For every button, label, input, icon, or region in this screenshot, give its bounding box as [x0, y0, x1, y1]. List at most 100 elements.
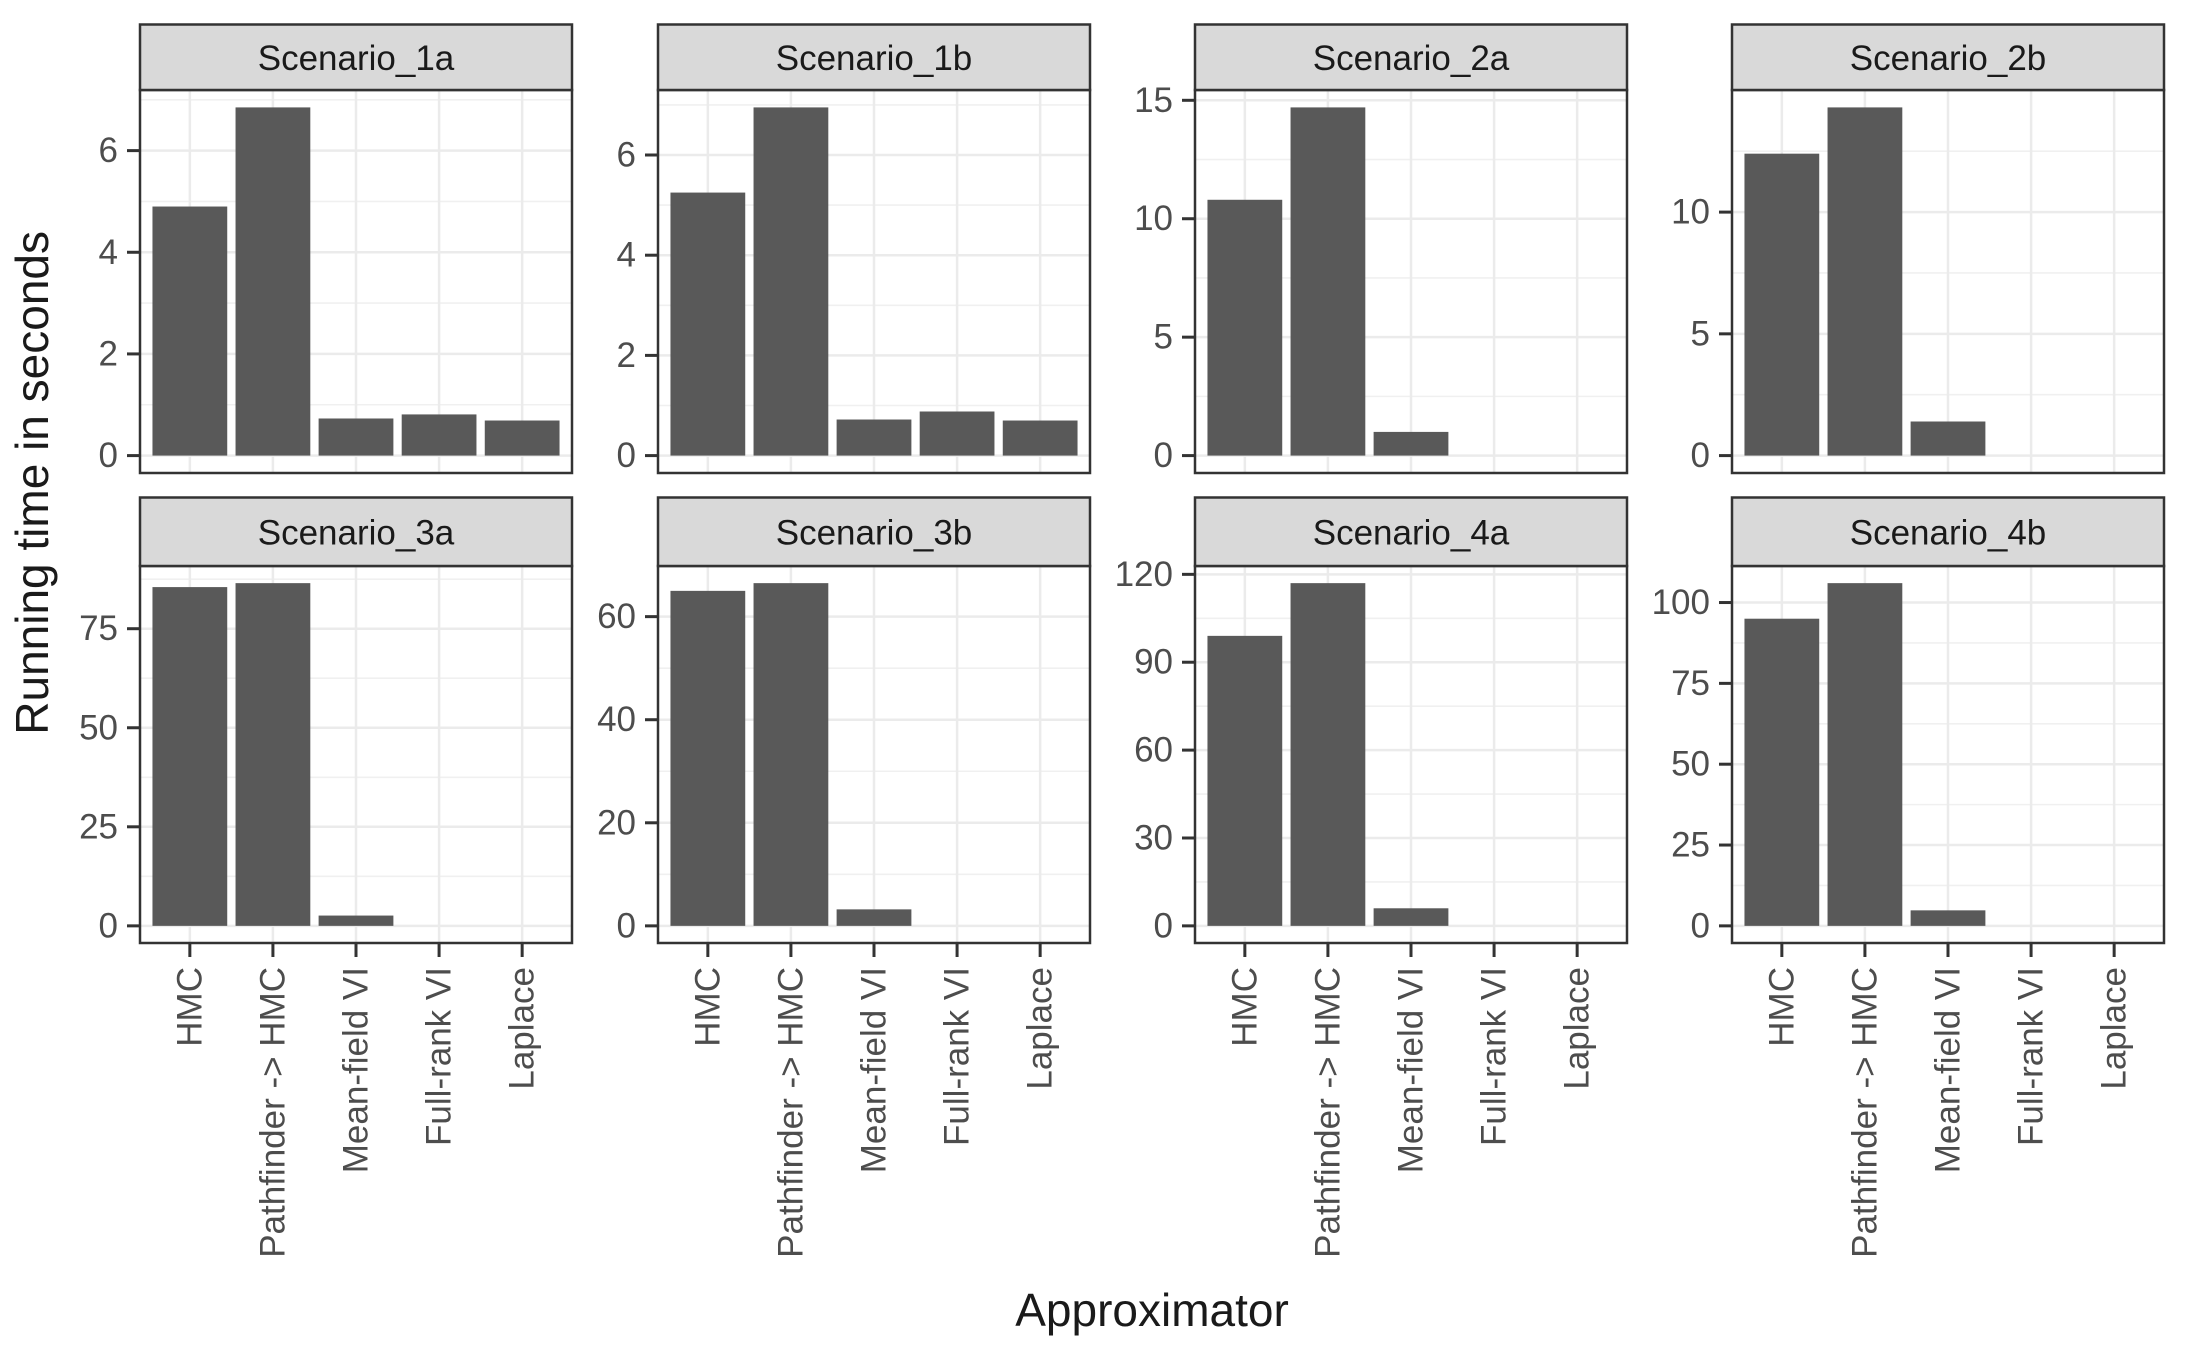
bar-full-rank-vi — [401, 414, 477, 456]
bar-laplace — [1002, 420, 1078, 456]
facet-strip-label: Scenario_2b — [1850, 39, 2047, 78]
bar-mean-field-vi — [1373, 908, 1449, 926]
facet-strip-label: Scenario_3a — [258, 514, 455, 553]
x-tick-label: Pathfinder -> HMC — [253, 967, 292, 1258]
x-tick-label: Mean-field VI — [855, 967, 894, 1173]
x-tick-label: HMC — [688, 967, 727, 1047]
x-tick-label: Mean-field VI — [1392, 967, 1431, 1173]
y-tick-label: 0 — [99, 906, 118, 945]
y-tick-label: 6 — [99, 131, 118, 170]
y-tick-label: 100 — [1652, 583, 1710, 622]
x-tick-label: Laplace — [2095, 967, 2134, 1090]
bar-hmc — [670, 192, 746, 456]
bar-pathfinder-hmc — [1827, 107, 1903, 456]
bar-hmc — [152, 587, 228, 926]
bar-hmc — [1207, 199, 1283, 456]
bar-hmc — [152, 206, 228, 456]
bar-mean-field-vi — [318, 915, 394, 926]
x-axis-labels: HMC Pathfinder -> HMC Mean-field VI Full-ra… — [170, 967, 2134, 1258]
bar-pathfinder-hmc — [235, 107, 311, 456]
bar-pathfinder-hmc — [1827, 583, 1903, 926]
y-axis-title-wrap: Running time in seconds — [0, 23, 64, 943]
x-tick-label: HMC — [170, 967, 209, 1047]
bar-pathfinder-hmc — [753, 583, 829, 926]
y-tick-label: 0 — [99, 436, 118, 475]
y-tick-label: 50 — [79, 708, 118, 747]
x-tick-label: Laplace — [1558, 967, 1597, 1090]
bar-hmc — [1744, 153, 1820, 456]
bar-mean-field-vi — [836, 909, 912, 926]
facet-strip-label: Scenario_2a — [1313, 39, 1510, 78]
bar-mean-field-vi — [1373, 431, 1449, 456]
y-tick-label: 120 — [1115, 555, 1173, 594]
y-tick-label: 6 — [617, 136, 636, 175]
x-tick-label: Mean-field VI — [337, 967, 376, 1173]
x-tick-label: Full-rank VI — [2012, 967, 2051, 1146]
bar-pathfinder-hmc — [1290, 583, 1366, 926]
y-tick-label: 4 — [99, 233, 118, 272]
x-axis-title: Approximator — [1015, 1284, 1289, 1336]
y-tick-label: 75 — [1671, 664, 1710, 703]
facet-strip-label: Scenario_1b — [776, 39, 973, 78]
bar-laplace — [484, 420, 560, 456]
y-tick-label: 25 — [79, 807, 118, 846]
y-tick-label: 40 — [597, 700, 636, 739]
y-tick-label: 4 — [617, 236, 636, 275]
y-axis-title: Running time in seconds — [6, 231, 58, 735]
x-tick-label: Laplace — [1021, 967, 1060, 1090]
bar-pathfinder-hmc — [753, 107, 829, 456]
y-tick-label: 10 — [1671, 193, 1710, 232]
facet-strip — [1730, 23, 2166, 92]
facet-strip-label: Scenario_1a — [258, 39, 455, 78]
facet-scenario_1b: Scenario_1b 0 2 4 6 — [617, 23, 1092, 475]
y-tick-label: 15 — [1134, 81, 1173, 120]
y-tick-label: 60 — [597, 597, 636, 636]
x-tick-label: Full-rank VI — [938, 967, 977, 1146]
y-tick-label: 90 — [1134, 643, 1173, 682]
x-tick-label: Full-rank VI — [420, 967, 459, 1146]
bar-mean-field-vi — [1910, 910, 1986, 926]
y-tick-label: 0 — [1691, 906, 1710, 945]
facet-strip — [138, 496, 574, 568]
facet-strip-label: Scenario_3b — [776, 514, 973, 553]
facet-strip — [656, 496, 1092, 568]
facet-strip — [1193, 496, 1629, 568]
x-tick-label: Pathfinder -> HMC — [771, 967, 810, 1258]
facet-scenario_2b: Scenario_2b 0 5 10 — [1671, 23, 2166, 475]
x-tick-label: Pathfinder -> HMC — [1308, 967, 1347, 1258]
x-tick-label: HMC — [1762, 967, 1801, 1047]
facet-scenario_2a: Scenario_2a 0 5 10 15 — [1134, 23, 1629, 475]
y-tick-label: 0 — [1154, 906, 1173, 945]
y-tick-label: 20 — [597, 803, 636, 842]
bar-pathfinder-hmc — [235, 583, 311, 926]
y-tick-label: 25 — [1671, 826, 1710, 865]
bar-pathfinder-hmc — [1290, 107, 1366, 456]
y-tick-label: 0 — [617, 436, 636, 475]
y-tick-label: 0 — [1154, 436, 1173, 475]
facet-strip — [656, 23, 1092, 92]
facet-scenario_3a: Scenario_3a 0 25 50 75 — [79, 496, 574, 957]
facet-strip — [1730, 496, 2166, 568]
y-tick-label: 60 — [1134, 731, 1173, 770]
y-tick-label: 0 — [617, 906, 636, 945]
bar-mean-field-vi — [1910, 421, 1986, 456]
y-tick-label: 2 — [617, 336, 636, 375]
bar-hmc — [1207, 635, 1283, 926]
facet-strip-label: Scenario_4a — [1313, 514, 1510, 553]
facet-scenario_1a: Scenario_1a 0 2 4 6 — [99, 23, 574, 475]
y-tick-label: 0 — [1691, 436, 1710, 475]
facet-scenario_4a: Scenario_4a 0 30 60 90 120 — [1115, 496, 1629, 957]
y-tick-label: 50 — [1671, 745, 1710, 784]
y-tick-label: 2 — [99, 334, 118, 373]
y-tick-label: 5 — [1154, 318, 1173, 357]
x-tick-label: HMC — [1225, 967, 1264, 1047]
bar-mean-field-vi — [318, 418, 394, 456]
y-tick-label: 10 — [1134, 199, 1173, 238]
facet-strip — [138, 23, 574, 92]
bar-hmc — [670, 590, 746, 926]
y-tick-label: 5 — [1691, 314, 1710, 353]
bar-hmc — [1744, 618, 1820, 926]
facet-scenario_3b: Scenario_3b 0 20 40 60 — [597, 496, 1092, 957]
y-tick-label: 30 — [1134, 818, 1173, 857]
